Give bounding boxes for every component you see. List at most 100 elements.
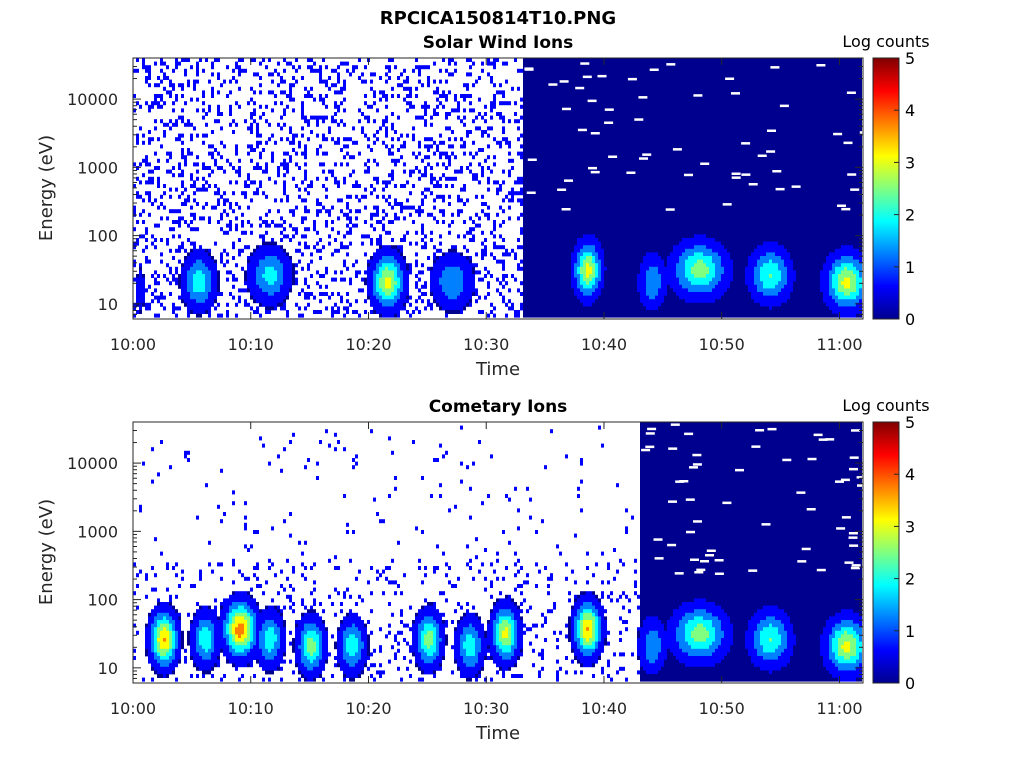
spectrogram-cell (220, 216, 223, 221)
spectrogram-cell (286, 310, 289, 314)
spectrogram-cell (547, 122, 550, 127)
spectrogram-cell (541, 302, 544, 307)
spectrogram-cell (538, 166, 541, 170)
spectrogram-cell (220, 166, 223, 170)
spectrogram-cell (577, 94, 580, 98)
spectrogram-cell (484, 104, 487, 109)
spectrogram-cell (601, 220, 604, 224)
spectrogram-cell (190, 299, 193, 304)
spectrogram-cell (433, 245, 436, 250)
spectrogram-cell (382, 277, 385, 282)
spectrogram-cell (448, 306, 451, 311)
spectrogram-cell (382, 209, 385, 214)
spectrogram-cell (382, 266, 385, 271)
spectrogram-cell (331, 173, 334, 178)
spectrogram-cell (388, 256, 391, 260)
spectrogram-cell (442, 292, 445, 296)
spectrogram-cell (175, 119, 178, 124)
spectrogram-cell (181, 155, 184, 160)
spectrogram-cell (580, 230, 583, 235)
spectrogram-cell (304, 86, 307, 91)
spectrogram-cell (388, 281, 391, 286)
spectrogram-cell (193, 302, 196, 307)
spectrogram-cell (439, 94, 442, 98)
spectrogram-cell (598, 115, 601, 120)
spectrogram-cell (334, 162, 337, 167)
spectrogram-cell (547, 184, 550, 188)
spectrogram-cell (385, 97, 388, 102)
spectrogram-cell (436, 148, 439, 152)
spectrogram-cell (469, 169, 472, 174)
spectrogram-cell (592, 104, 595, 109)
spectrogram-cell (526, 266, 529, 271)
spectrogram-cell (547, 180, 550, 185)
spectrogram-cell (544, 86, 547, 91)
spectrogram-cell (469, 101, 472, 106)
spectrogram-cell (274, 198, 277, 203)
spectrogram-cell (280, 162, 283, 167)
spectrogram-cell (460, 277, 463, 282)
spectrogram-cell (547, 169, 550, 174)
spectrogram-cell (592, 223, 595, 228)
spectrogram-cell (286, 198, 289, 203)
spectrogram-cell (394, 292, 397, 296)
spectrogram-cell (562, 155, 565, 160)
spectrogram-cell (568, 256, 571, 260)
spectrogram-cell (523, 94, 526, 98)
spectrogram-cell (574, 173, 577, 178)
spectrogram-cell (601, 126, 604, 131)
spectrogram-cell (604, 58, 607, 62)
spectrogram-cell (187, 266, 190, 271)
spectrogram-cell (532, 144, 535, 149)
spectrogram-cell (448, 266, 451, 271)
spectrogram-cell (568, 115, 571, 120)
spectrogram-cell (517, 137, 520, 142)
spectrogram-cell (259, 115, 262, 120)
spectrogram-cell (577, 155, 580, 160)
spectrogram-cell (181, 270, 184, 275)
spectrogram-cell (286, 104, 289, 109)
spectrogram-cell (550, 137, 553, 142)
spectrogram-cell (220, 83, 223, 88)
spectrogram-cell (265, 220, 268, 224)
spectrogram-cell (394, 266, 397, 271)
spectrogram-cell (544, 252, 547, 257)
spectrogram-cell (598, 137, 601, 142)
spectrogram-cell (607, 274, 610, 278)
spectrogram-cell (568, 216, 571, 221)
spectrogram-cell (202, 68, 205, 73)
spectrogram-cell (208, 302, 211, 307)
spectrogram-cell (205, 58, 208, 62)
spectrogram-cell (541, 277, 544, 282)
spectrogram-cell (601, 205, 604, 210)
spectrogram-cell (139, 299, 142, 304)
spectrogram-cell (583, 112, 586, 116)
spectrogram-cell (289, 281, 292, 286)
spectrogram-cell (598, 122, 601, 127)
spectrogram-cell (136, 274, 139, 278)
spectrogram-cell (142, 292, 145, 296)
spectrogram-cell (481, 166, 484, 170)
spectrogram-cell (577, 223, 580, 228)
spectrogram-cell (304, 173, 307, 178)
spectrogram-cell (586, 68, 589, 73)
spectrogram-cell (556, 256, 559, 260)
spectrogram-cell (406, 76, 409, 80)
spectrogram-cell (415, 94, 418, 98)
spectrogram-cell (580, 173, 583, 178)
spectrogram-cell (526, 223, 529, 228)
spectrogram-cell (292, 227, 295, 232)
spectrogram-cell (580, 68, 583, 73)
spectrogram-cell (583, 248, 586, 253)
spectrogram-cell (304, 216, 307, 221)
spectrogram-cell (262, 302, 265, 307)
spectrogram-cell (547, 223, 550, 228)
spectrogram-cell (382, 256, 385, 260)
spectrogram-cell (448, 202, 451, 206)
spectrogram-cell (139, 104, 142, 109)
spectrogram-cell (457, 108, 460, 113)
spectrogram-cell (277, 270, 280, 275)
spectrogram-cell (205, 288, 208, 293)
spectrogram-cell (259, 216, 262, 221)
spectrogram-cell (535, 234, 538, 239)
